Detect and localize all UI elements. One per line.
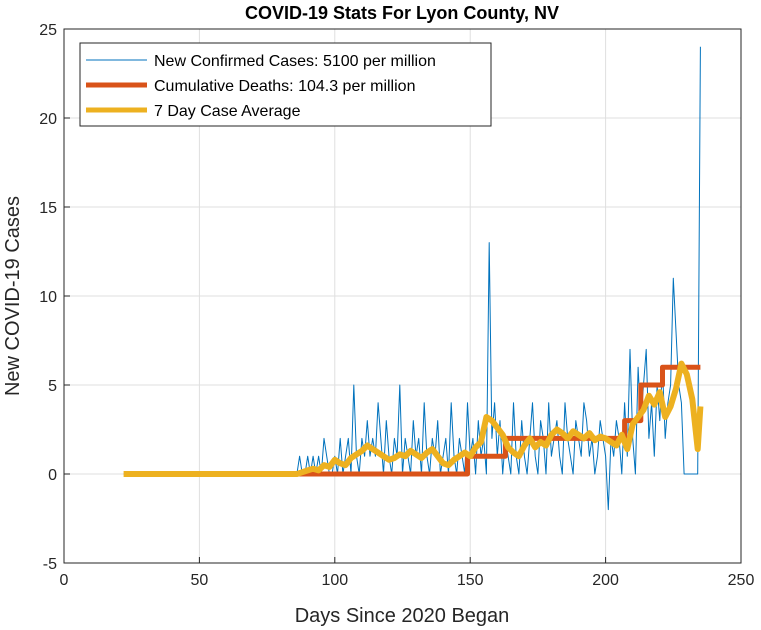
x-tick-label: 150: [457, 572, 484, 589]
y-tick-label: 15: [39, 200, 57, 217]
y-axis-label: New COVID-19 Cases: [2, 196, 24, 396]
chart-title: COVID-19 Stats For Lyon County, NV: [245, 3, 559, 23]
y-tick-label: 10: [39, 289, 57, 306]
x-tick-label: 250: [728, 572, 755, 589]
x-tick-label: 100: [321, 572, 348, 589]
y-tick-label: 25: [39, 22, 57, 39]
x-tick-label: 50: [191, 572, 209, 589]
x-tick-label: 0: [60, 572, 69, 589]
legend-label-cumulative-deaths: Cumulative Deaths: 104.3 per million: [154, 78, 415, 95]
y-tick-label: 0: [48, 467, 57, 484]
y-tick-label: 5: [48, 378, 57, 395]
y-tick-label: -5: [43, 556, 57, 573]
x-axis-label: Days Since 2020 Began: [295, 605, 510, 627]
legend: New Confirmed Cases: 5100 per million Cu…: [80, 43, 491, 126]
x-tick-label: 200: [592, 572, 619, 589]
legend-label-7-day-average: 7 Day Case Average: [154, 103, 301, 120]
legend-label-new-cases: New Confirmed Cases: 5100 per million: [154, 53, 436, 70]
y-tick-label: 20: [39, 111, 57, 128]
